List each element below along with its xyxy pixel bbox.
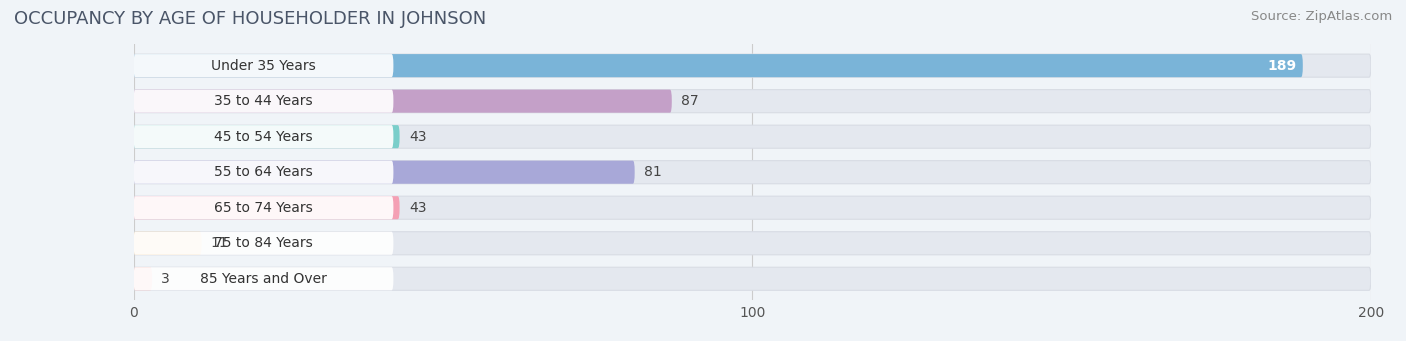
Text: 35 to 44 Years: 35 to 44 Years [214, 94, 312, 108]
FancyBboxPatch shape [134, 196, 1371, 219]
FancyBboxPatch shape [134, 125, 399, 148]
FancyBboxPatch shape [134, 196, 399, 219]
Text: 45 to 54 Years: 45 to 54 Years [214, 130, 312, 144]
FancyBboxPatch shape [134, 90, 1371, 113]
FancyBboxPatch shape [134, 196, 394, 219]
FancyBboxPatch shape [134, 267, 394, 290]
Text: Source: ZipAtlas.com: Source: ZipAtlas.com [1251, 10, 1392, 23]
Text: 81: 81 [644, 165, 662, 179]
FancyBboxPatch shape [134, 54, 1303, 77]
Text: Under 35 Years: Under 35 Years [211, 59, 316, 73]
FancyBboxPatch shape [134, 90, 394, 113]
Text: 87: 87 [681, 94, 699, 108]
Text: 65 to 74 Years: 65 to 74 Years [214, 201, 314, 215]
FancyBboxPatch shape [134, 161, 394, 184]
FancyBboxPatch shape [134, 54, 394, 77]
Text: 43: 43 [409, 130, 426, 144]
FancyBboxPatch shape [134, 232, 201, 255]
FancyBboxPatch shape [134, 232, 1371, 255]
FancyBboxPatch shape [134, 267, 1371, 290]
FancyBboxPatch shape [134, 125, 394, 148]
Text: 3: 3 [162, 272, 170, 286]
FancyBboxPatch shape [134, 161, 1371, 184]
Text: 11: 11 [211, 236, 229, 250]
Text: 43: 43 [409, 201, 426, 215]
Text: 85 Years and Over: 85 Years and Over [200, 272, 328, 286]
FancyBboxPatch shape [134, 267, 152, 290]
Text: 75 to 84 Years: 75 to 84 Years [214, 236, 314, 250]
Text: 55 to 64 Years: 55 to 64 Years [214, 165, 314, 179]
FancyBboxPatch shape [134, 54, 1371, 77]
FancyBboxPatch shape [134, 125, 1371, 148]
FancyBboxPatch shape [134, 90, 672, 113]
Text: 189: 189 [1267, 59, 1296, 73]
Text: OCCUPANCY BY AGE OF HOUSEHOLDER IN JOHNSON: OCCUPANCY BY AGE OF HOUSEHOLDER IN JOHNS… [14, 10, 486, 28]
FancyBboxPatch shape [134, 232, 394, 255]
FancyBboxPatch shape [134, 161, 634, 184]
